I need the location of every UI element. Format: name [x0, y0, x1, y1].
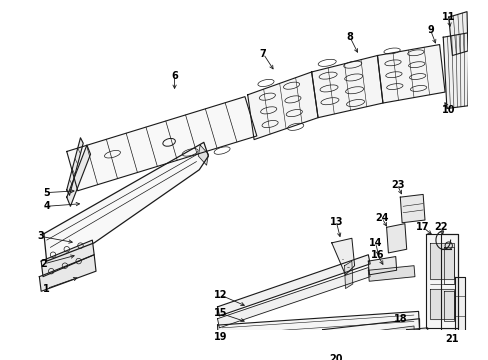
Text: 20: 20: [329, 354, 343, 360]
Polygon shape: [217, 255, 369, 316]
Text: 24: 24: [374, 213, 388, 223]
Polygon shape: [344, 261, 352, 289]
Polygon shape: [327, 326, 414, 360]
Polygon shape: [428, 289, 453, 319]
Polygon shape: [406, 328, 427, 359]
Polygon shape: [367, 257, 396, 275]
Text: 16: 16: [370, 250, 384, 260]
Text: 11: 11: [441, 12, 454, 22]
Polygon shape: [217, 311, 419, 343]
Polygon shape: [67, 138, 83, 195]
Text: 7: 7: [259, 49, 266, 59]
Polygon shape: [44, 142, 208, 261]
Polygon shape: [217, 332, 318, 360]
Text: 3: 3: [38, 231, 44, 242]
Text: 17: 17: [416, 222, 429, 232]
Text: 5: 5: [43, 188, 50, 198]
Text: 8: 8: [346, 32, 353, 42]
Text: 19: 19: [213, 332, 226, 342]
Text: 10: 10: [441, 105, 454, 115]
Polygon shape: [311, 55, 382, 118]
Text: 13: 13: [329, 217, 343, 227]
Polygon shape: [224, 339, 312, 360]
Polygon shape: [41, 240, 94, 277]
Polygon shape: [442, 33, 468, 108]
Text: 22: 22: [434, 222, 447, 232]
Polygon shape: [367, 266, 414, 281]
Polygon shape: [443, 291, 453, 320]
Polygon shape: [39, 255, 96, 291]
Text: 6: 6: [171, 71, 178, 81]
Text: 23: 23: [390, 180, 404, 190]
Polygon shape: [377, 45, 444, 103]
Text: 1: 1: [43, 284, 50, 293]
Text: 18: 18: [393, 314, 407, 324]
Polygon shape: [386, 224, 406, 253]
Polygon shape: [454, 277, 464, 360]
Polygon shape: [247, 72, 317, 140]
Polygon shape: [425, 234, 457, 328]
Polygon shape: [428, 243, 453, 279]
Text: 21: 21: [445, 334, 458, 344]
Text: 12: 12: [213, 290, 226, 300]
Polygon shape: [67, 96, 256, 191]
Polygon shape: [448, 12, 467, 55]
Text: 2: 2: [41, 259, 47, 269]
Polygon shape: [322, 319, 420, 360]
Polygon shape: [400, 194, 424, 223]
Polygon shape: [441, 234, 457, 330]
Polygon shape: [331, 238, 354, 275]
Text: 14: 14: [368, 238, 382, 248]
Text: 9: 9: [426, 25, 433, 35]
Polygon shape: [217, 267, 369, 328]
Polygon shape: [443, 247, 453, 284]
Text: 4: 4: [43, 201, 50, 211]
Polygon shape: [198, 145, 208, 165]
Text: 15: 15: [213, 308, 226, 318]
Polygon shape: [67, 145, 90, 206]
